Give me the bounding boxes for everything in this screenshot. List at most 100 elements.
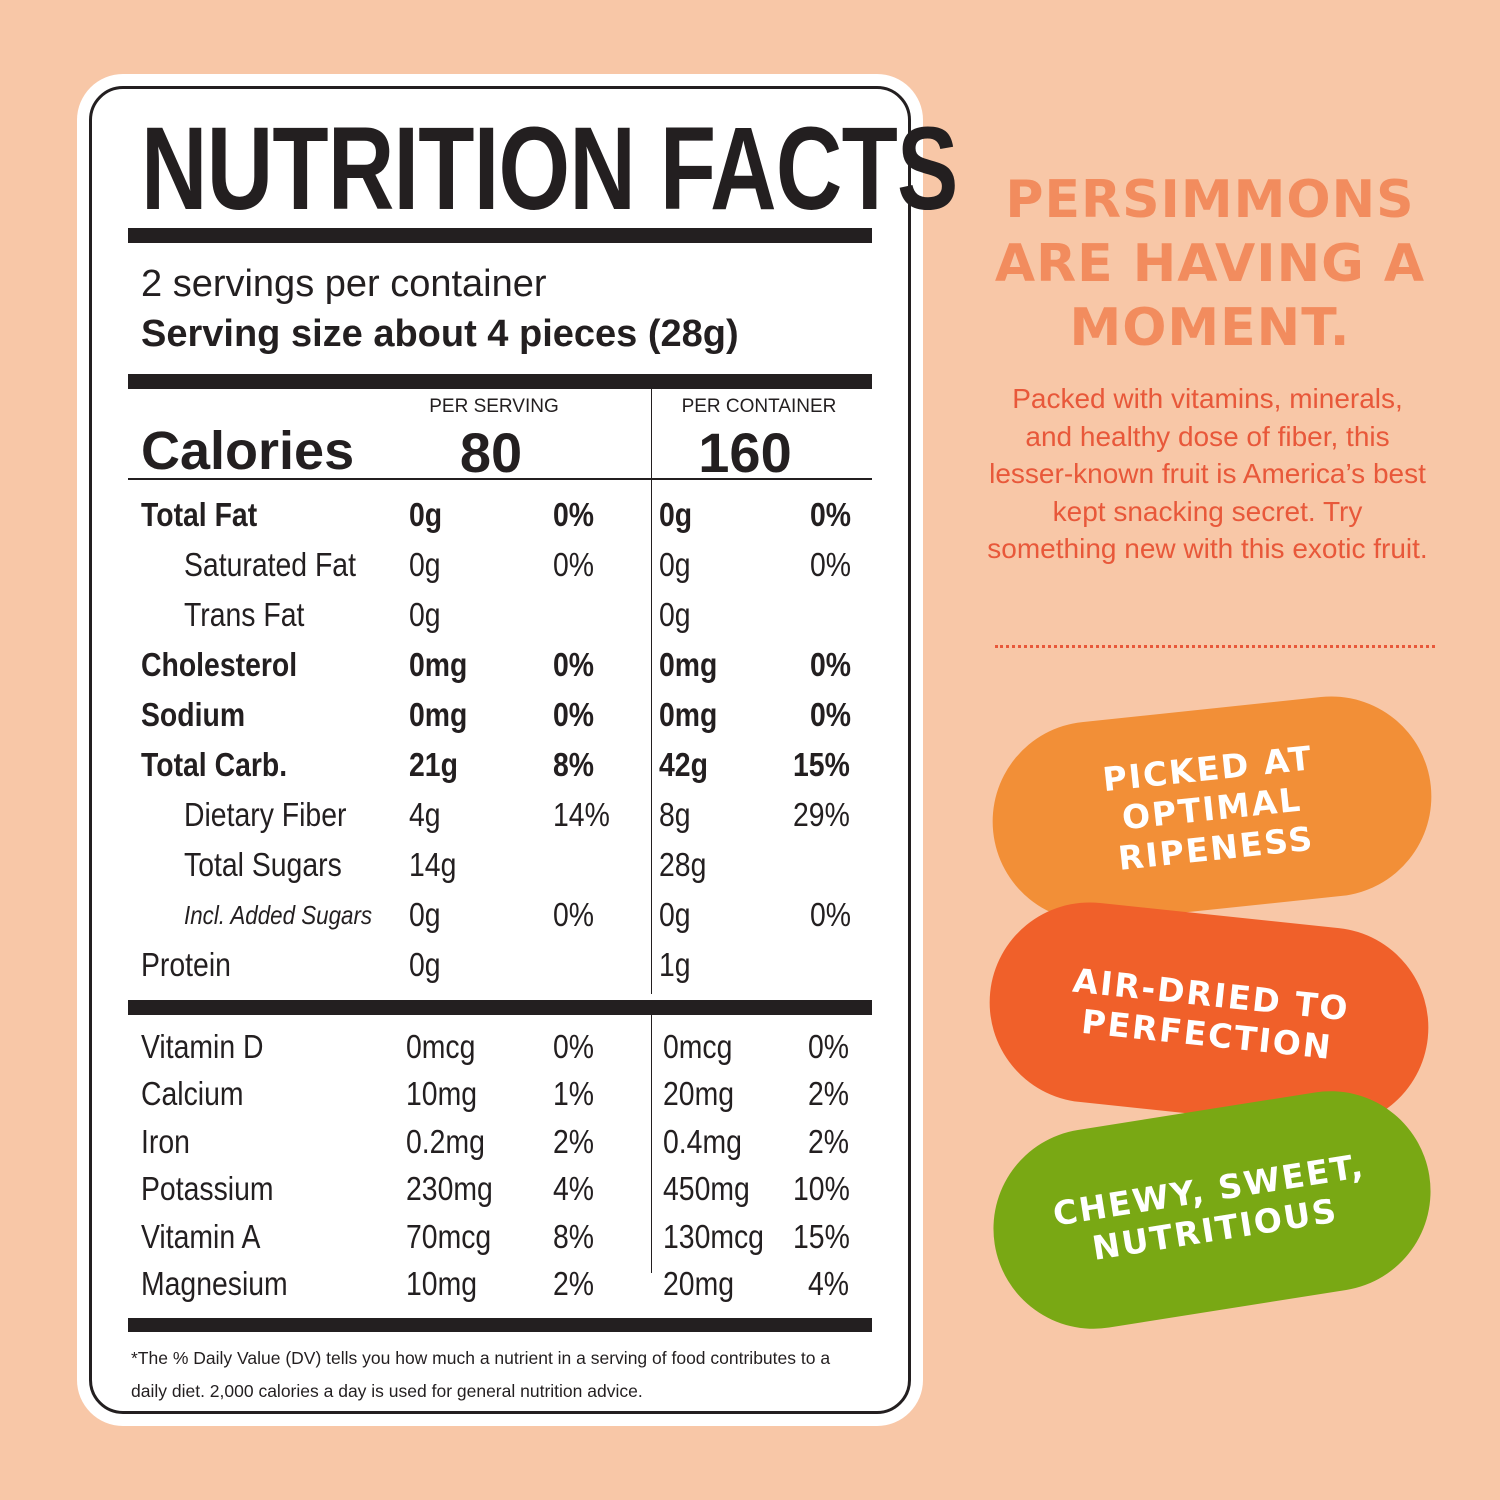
promo-blurb: Packed with vitamins, minerals, and heal…	[987, 383, 1428, 564]
nutrient-name: Dietary Fiber	[184, 796, 347, 833]
per-serving-dv: 0%	[553, 646, 595, 683]
per-serving-amount: 0mg	[409, 696, 468, 733]
per-container-dv: 0%	[810, 546, 852, 583]
per-container-amount: 0g	[659, 896, 691, 933]
nutrient-name: Trans Fat	[184, 596, 305, 633]
per-serving-dv: 0%	[553, 896, 595, 933]
nutrient-row: Cholesterol 0mg 0% 0mg 0%	[0, 640, 1500, 690]
serving-size: Serving size about 4 pieces (28g)	[141, 313, 739, 355]
vitamin-row: Vitamin D 0mcg 0% 0mcg 0%	[0, 1022, 1500, 1072]
pill-text: CHEWY, SWEET, NUTRITIOUS	[1050, 1145, 1368, 1268]
per-serving-amount: 0g	[409, 546, 441, 583]
pill-text: AIR-DRIED TO PERFECTION	[1070, 960, 1352, 1067]
per-container-amount: 0mcg	[663, 1028, 733, 1065]
nutrient-name: Sodium	[141, 696, 246, 733]
per-serving-amount: 0g	[409, 596, 441, 633]
vitamin-row: Iron 0.2mg 2% 0.4mg 2%	[0, 1117, 1500, 1167]
nutrient-name: Total Sugars	[184, 846, 342, 883]
per-container-dv: 2%	[808, 1075, 850, 1112]
vitamin-row: Calcium 10mg 1% 20mg 2%	[0, 1069, 1500, 1119]
per-container-dv: 4%	[808, 1265, 850, 1302]
nutrient-name: Total Fat	[141, 496, 258, 533]
nutrient-row: Total Fat 0g 0% 0g 0%	[0, 490, 1500, 540]
per-container-amount: 0g	[659, 596, 691, 633]
column-divider	[651, 1015, 652, 1273]
vitamin-row: Vitamin A 70mcg 8% 130mcg 15%	[0, 1212, 1500, 1262]
per-container-amount: 28g	[659, 846, 707, 883]
per-container-amount: 0mg	[659, 646, 718, 683]
per-serving-header: PER SERVING	[429, 396, 559, 417]
nutrition-facts-title: NUTRITION FACTS	[141, 103, 958, 235]
per-container-amount: 20mg	[663, 1075, 735, 1112]
per-container-header: PER CONTAINER	[681, 396, 837, 417]
nutrient-name: Protein	[141, 946, 231, 983]
per-serving-amount: 230mg	[406, 1170, 493, 1207]
nutrient-row: Total Sugars 14g 28g	[0, 840, 1500, 890]
per-container-dv: 15%	[793, 746, 850, 783]
promo-headline: PERSIMMONS ARE HAVING A MOMENT.	[994, 170, 1426, 358]
per-serving-amount: 10mg	[406, 1265, 478, 1302]
per-serving-amount: 21g	[409, 746, 458, 783]
vitamin-name: Vitamin D	[141, 1028, 264, 1065]
column-divider	[651, 389, 652, 994]
per-serving-dv: 8%	[553, 1218, 595, 1255]
nutrient-row: Protein 0g 1g	[0, 940, 1500, 990]
daily-value-footnote: *The % Daily Value (DV) tells you how mu…	[131, 1348, 831, 1401]
per-serving-amount: 0g	[409, 496, 443, 533]
per-serving-amount: 70mcg	[406, 1218, 492, 1255]
nutrient-name: Total Carb.	[141, 746, 288, 783]
per-serving-dv: 0%	[553, 546, 595, 583]
nutrient-name: Incl. Added Sugars	[184, 900, 373, 930]
dotted-divider	[995, 645, 1435, 648]
per-container-dv: 15%	[793, 1218, 850, 1255]
per-container-amount: 42g	[659, 746, 708, 783]
per-container-dv: 0%	[810, 696, 852, 733]
nutrient-row: Sodium 0mg 0% 0mg 0%	[0, 690, 1500, 740]
per-container-dv: 0%	[810, 646, 852, 683]
per-serving-dv: 2%	[553, 1265, 595, 1302]
vitamin-row: Magnesium 10mg 2% 20mg 4%	[0, 1259, 1500, 1309]
per-serving-dv: 1%	[553, 1075, 595, 1112]
nutrition-label-border	[89, 86, 911, 1414]
pill-text: PICKED AT OPTIMAL RIPENESS	[1100, 738, 1316, 878]
vitamin-name: Iron	[141, 1123, 190, 1160]
per-container-amount: 0.4mg	[663, 1123, 742, 1160]
vitamin-name: Magnesium	[141, 1265, 288, 1302]
per-container-amount: 20mg	[663, 1265, 735, 1302]
per-container-dv: 0%	[810, 496, 852, 533]
servings-per-container: 2 servings per container	[141, 263, 547, 305]
divider-thick	[128, 1318, 872, 1332]
nutrition-label-card	[77, 74, 923, 1426]
per-serving-amount: 0g	[409, 896, 441, 933]
per-container-amount: 0g	[659, 546, 691, 583]
vitamin-name: Vitamin A	[141, 1218, 261, 1255]
per-serving-dv: 0%	[553, 496, 595, 533]
per-container-amount: 0mg	[659, 696, 718, 733]
per-serving-amount: 14g	[409, 846, 457, 883]
per-container-dv: 29%	[793, 796, 850, 833]
per-serving-amount: 10mg	[406, 1075, 478, 1112]
per-serving-amount: 0mcg	[406, 1028, 476, 1065]
divider-thick	[128, 374, 872, 389]
nutrient-row: Trans Fat 0g 0g	[0, 590, 1500, 640]
divider-thick	[128, 228, 872, 243]
calories-per-serving: 80	[459, 421, 523, 484]
vitamin-row: Potassium 230mg 4% 450mg 10%	[0, 1164, 1500, 1214]
vitamin-name: Potassium	[141, 1170, 274, 1207]
per-container-amount: 1g	[659, 946, 691, 983]
per-container-dv: 2%	[808, 1123, 850, 1160]
per-serving-dv: 8%	[553, 746, 595, 783]
per-container-dv: 10%	[793, 1170, 850, 1207]
calories-label: Calories	[141, 421, 355, 481]
nutrient-name: Saturated Fat	[184, 546, 356, 583]
nutrient-name: Cholesterol	[141, 646, 298, 683]
nutrient-row: Total Carb. 21g 8% 42g 15%	[0, 740, 1500, 790]
nutrient-row: Dietary Fiber 4g 14% 8g 29%	[0, 790, 1500, 840]
per-serving-amount: 0.2mg	[406, 1123, 485, 1160]
per-serving-amount: 4g	[409, 796, 441, 833]
per-serving-dv: 0%	[553, 696, 595, 733]
per-container-dv: 0%	[808, 1028, 850, 1065]
nutrient-row: Incl. Added Sugars 0g 0% 0g 0%	[0, 890, 1500, 940]
nutrient-row: Saturated Fat 0g 0% 0g 0%	[0, 540, 1500, 590]
divider-thin	[128, 478, 872, 480]
